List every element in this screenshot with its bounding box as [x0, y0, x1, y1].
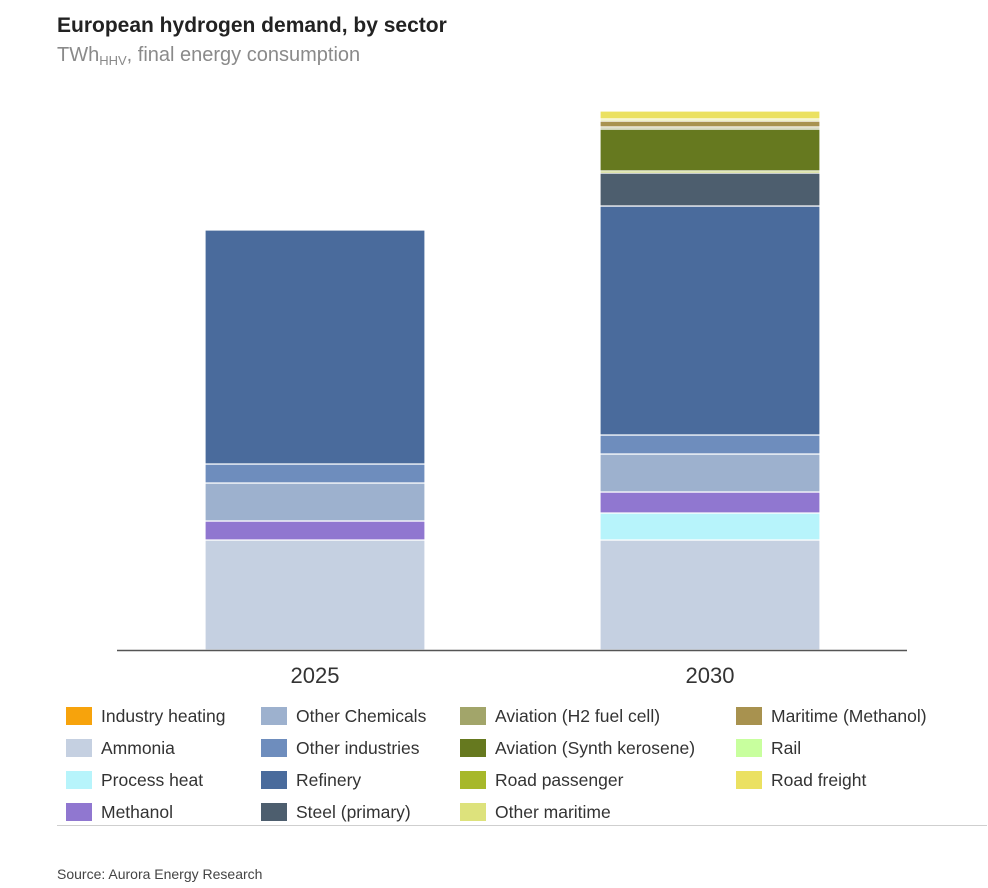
- legend-item-industry-heating: Industry heating: [66, 702, 226, 730]
- legend-item-road-freight: Road freight: [736, 766, 866, 794]
- x-tick-label-2025: 2025: [291, 663, 340, 688]
- bar-segment-refinery-2025: [204, 229, 426, 465]
- legend-swatch-refinery: [261, 771, 287, 789]
- bar-segment-other-industries-2025: [204, 463, 426, 484]
- legend-swatch-other-industries: [261, 739, 287, 757]
- bar-segment-other-industries-2030: [599, 434, 821, 455]
- legend-label: Steel (primary): [296, 801, 411, 822]
- legend-item-steel-primary: Steel (primary): [261, 798, 411, 826]
- legend-item-maritime-methanol: Maritime (Methanol): [736, 702, 927, 730]
- source-note: Source: Aurora Energy Research: [57, 866, 263, 882]
- legend-item-aviation-h2-fuel-cell: Aviation (H2 fuel cell): [460, 702, 660, 730]
- legend-divider: [57, 825, 987, 826]
- legend-swatch-aviation-synth-kerosene: [460, 739, 486, 757]
- chart-subtitle: TWhHHV, final energy consumption: [57, 44, 360, 68]
- legend-item-rail: Rail: [736, 734, 801, 762]
- stacked-bar-chart: 2025 2030: [117, 110, 907, 688]
- legend-label: Aviation (Synth kerosene): [495, 737, 696, 758]
- legend-swatch-process-heat: [66, 771, 92, 789]
- legend-label: Ammonia: [101, 737, 175, 758]
- legend-label: Road passenger: [495, 769, 624, 790]
- bar-segment-methanol-2025: [204, 520, 426, 541]
- legend-label: Aviation (H2 fuel cell): [495, 705, 661, 726]
- bar-segment-maritime-methanol-2030: [599, 120, 821, 128]
- subtitle-description: , final energy consumption: [126, 44, 361, 66]
- legend-label: Industry heating: [101, 705, 226, 726]
- legend-label: Maritime (Methanol): [771, 705, 927, 726]
- legend-item-aviation-synth-kerosene: Aviation (Synth kerosene): [460, 734, 695, 762]
- bar-stack-2025: [204, 229, 426, 651]
- legend-swatch-other-chemicals: [261, 707, 287, 725]
- legend-swatch-steel-primary: [261, 803, 287, 821]
- legend-label: Road freight: [771, 769, 867, 790]
- bar-segment-steel-primary-2030: [599, 172, 821, 207]
- legend-label: Refinery: [296, 769, 362, 790]
- chart-legend: Industry heating Ammonia Process heat Metha…: [66, 702, 966, 830]
- legend-swatch-road-passenger: [460, 771, 486, 789]
- legend-swatch-methanol: [66, 803, 92, 821]
- bar-segment-ammonia-2030: [599, 539, 821, 651]
- bar-segment-other-chemicals-2030: [599, 453, 821, 493]
- bar-stack-2030: [599, 110, 821, 651]
- chart-title: European hydrogen demand, by sector: [57, 14, 447, 37]
- bar-segment-ammonia-2025: [204, 539, 426, 651]
- legend-item-other-industries: Other industries: [261, 734, 420, 762]
- subtitle-unit-subscript: HHV: [99, 53, 127, 68]
- legend-swatch-rail: [736, 739, 762, 757]
- legend-swatch-other-maritime: [460, 803, 486, 821]
- legend-label: Rail: [771, 737, 802, 758]
- bar-segment-process-heat-2030: [599, 512, 821, 541]
- legend-item-ammonia: Ammonia: [66, 734, 175, 762]
- legend-label: Other maritime: [495, 801, 611, 822]
- legend-swatch-ammonia: [66, 739, 92, 757]
- legend-label: Methanol: [101, 801, 173, 822]
- legend-label: Other industries: [296, 737, 420, 758]
- bar-segment-methanol-2030: [599, 491, 821, 514]
- legend-label: Process heat: [101, 769, 204, 790]
- bar-segment-road-freight-2030: [599, 110, 821, 120]
- bar-segment-other-chemicals-2025: [204, 482, 426, 522]
- legend-item-process-heat: Process heat: [66, 766, 203, 794]
- legend-swatch-road-freight: [736, 771, 762, 789]
- x-tick-label-2030: 2030: [686, 663, 735, 688]
- legend-item-road-passenger: Road passenger: [460, 766, 623, 794]
- bar-segment-refinery-2030: [599, 205, 821, 436]
- legend-item-other-maritime: Other maritime: [460, 798, 611, 826]
- legend-swatch-aviation-h2-fuel-cell: [460, 707, 486, 725]
- legend-item-methanol: Methanol: [66, 798, 173, 826]
- legend-label: Other Chemicals: [296, 705, 427, 726]
- legend-swatch-industry-heating: [66, 707, 92, 725]
- legend-item-other-chemicals: Other Chemicals: [261, 702, 426, 730]
- subtitle-unit: TWh: [57, 44, 100, 66]
- bar-segment-aviation-synth-kerosene-2030: [599, 128, 821, 172]
- legend-swatch-maritime-methanol: [736, 707, 762, 725]
- legend-item-refinery: Refinery: [261, 766, 361, 794]
